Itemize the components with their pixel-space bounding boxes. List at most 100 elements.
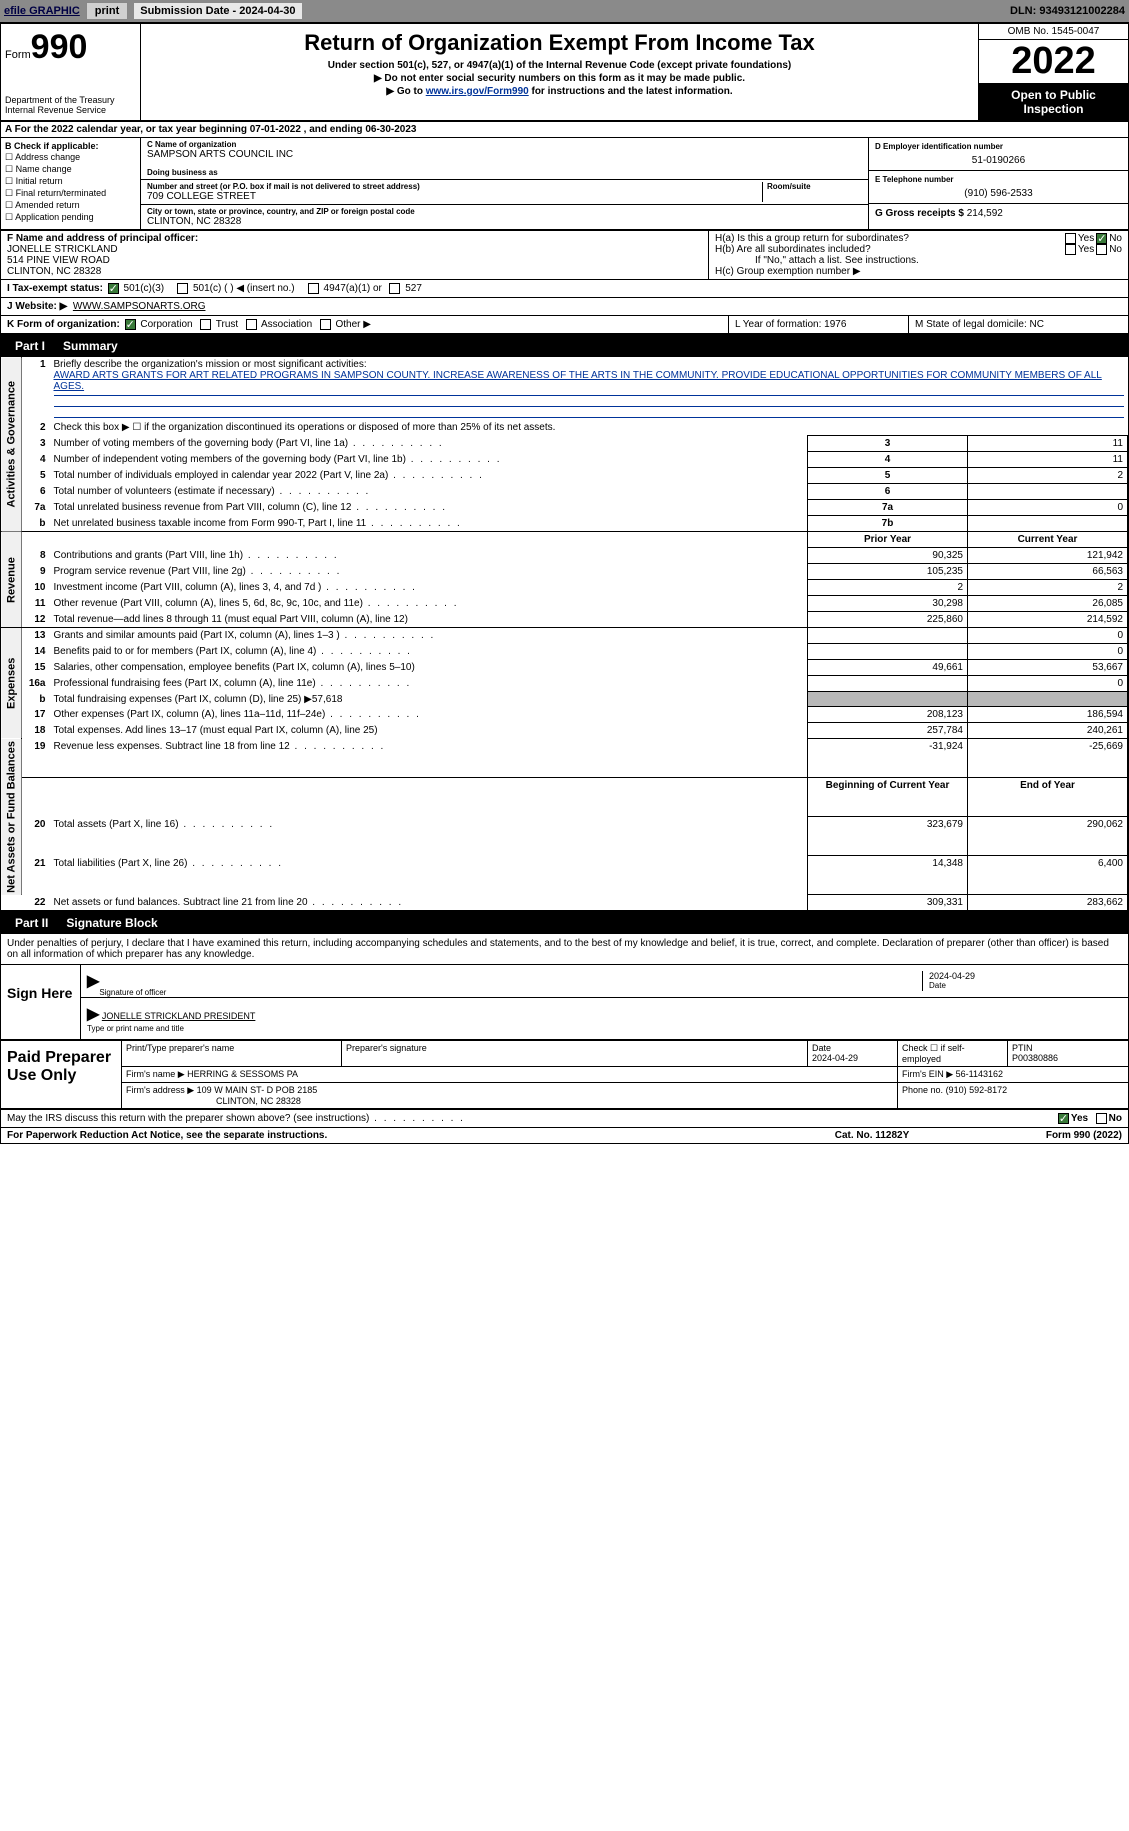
chk-501c3[interactable] bbox=[108, 283, 119, 294]
sign-here-label: Sign Here bbox=[1, 965, 81, 1039]
officer-addr2: CLINTON, NC 28328 bbox=[7, 266, 702, 277]
entity-grid: B Check if applicable: Address change Na… bbox=[1, 138, 1128, 231]
line17: Other expenses (Part IX, column (A), lin… bbox=[50, 707, 808, 723]
col-right: D Employer identification number 51-0190… bbox=[868, 138, 1128, 229]
col-h-group: H(a) Is this a group return for subordin… bbox=[708, 231, 1128, 279]
chk-501c[interactable] bbox=[177, 283, 188, 294]
street-address: 709 COLLEGE STREET bbox=[147, 191, 762, 202]
line14: Benefits paid to or for members (Part IX… bbox=[50, 644, 808, 660]
officer-addr1: 514 PINE VIEW ROAD bbox=[7, 255, 702, 266]
form-number: 990 bbox=[31, 28, 88, 66]
hb-note: If "No," attach a list. See instructions… bbox=[715, 255, 1122, 266]
l15p: 49,661 bbox=[808, 660, 968, 676]
line1-text: AWARD ARTS GRANTS FOR ART RELATED PROGRA… bbox=[54, 370, 1102, 392]
open-inspection: Open to Public Inspection bbox=[979, 84, 1128, 120]
discuss-yes-chk[interactable] bbox=[1058, 1113, 1069, 1124]
chk-trust[interactable] bbox=[200, 319, 211, 330]
prep-ptin: P00380886 bbox=[1012, 1053, 1058, 1063]
line2: Check this box ▶ ☐ if the organization d… bbox=[50, 420, 1128, 436]
line21: Total liabilities (Part X, line 26) bbox=[50, 856, 808, 895]
officer-name: JONELLE STRICKLAND bbox=[7, 244, 702, 255]
fg-row: F Name and address of principal officer:… bbox=[1, 231, 1128, 280]
form-title: Return of Organization Exempt From Incom… bbox=[149, 30, 970, 56]
chk-corp[interactable] bbox=[125, 319, 136, 330]
chk-4947[interactable] bbox=[308, 283, 319, 294]
l22c: 283,662 bbox=[968, 895, 1128, 912]
line7b-val bbox=[968, 516, 1128, 532]
side-revenue: Revenue bbox=[1, 532, 22, 628]
hb-yes[interactable] bbox=[1065, 244, 1076, 255]
l13p bbox=[808, 628, 968, 644]
k-corp: Corporation bbox=[140, 319, 192, 330]
ein-label2: Firm's EIN ▶ bbox=[902, 1069, 953, 1079]
cat-number: Cat. No. 11282Y bbox=[772, 1130, 972, 1141]
line8: Contributions and grants (Part VIII, lin… bbox=[50, 548, 808, 564]
line3: Number of voting members of the governin… bbox=[50, 436, 808, 452]
s1: 501(c)(3) bbox=[124, 283, 165, 294]
chk-amended-return[interactable]: Amended return bbox=[5, 200, 136, 211]
phone-label: E Telephone number bbox=[875, 175, 1122, 184]
addr-label: Number and street (or P.O. box if mail i… bbox=[147, 182, 762, 191]
line1-label: Briefly describe the organization's miss… bbox=[54, 359, 367, 370]
k-other: Other ▶ bbox=[335, 319, 370, 330]
k-row: K Form of organization: Corporation Trus… bbox=[1, 316, 1128, 335]
chk-address-change[interactable]: Address change bbox=[5, 152, 136, 163]
footer-row: For Paperwork Reduction Act Notice, see … bbox=[1, 1128, 1128, 1143]
print-button[interactable]: print bbox=[86, 2, 128, 20]
discuss-question: May the IRS discuss this return with the… bbox=[7, 1113, 1056, 1124]
dln-label: DLN: 93493121002284 bbox=[1010, 5, 1125, 17]
ha-no[interactable] bbox=[1096, 233, 1107, 244]
line6: Total number of volunteers (estimate if … bbox=[50, 484, 808, 500]
prep-h2: Preparer's signature bbox=[346, 1043, 427, 1053]
irs-link[interactable]: www.irs.gov/Form990 bbox=[426, 86, 529, 97]
k-assoc: Association bbox=[261, 319, 312, 330]
line18: Total expenses. Add lines 13–17 (must eq… bbox=[50, 723, 808, 739]
l12c: 214,592 bbox=[968, 612, 1128, 628]
submission-date: Submission Date - 2024-04-30 bbox=[134, 3, 301, 19]
l18p: 257,784 bbox=[808, 723, 968, 739]
firm-addr-label: Firm's address ▶ bbox=[126, 1085, 194, 1095]
chk-final-return[interactable]: Final return/terminated bbox=[5, 188, 136, 199]
city-label: City or town, state or province, country… bbox=[147, 207, 862, 216]
irs-label: Internal Revenue Service bbox=[5, 105, 136, 115]
part2-title: Signature Block bbox=[66, 916, 157, 930]
col-f-officer: F Name and address of principal officer:… bbox=[1, 231, 708, 279]
gross-receipts-value: 214,592 bbox=[967, 208, 1003, 219]
chk-527[interactable] bbox=[389, 283, 400, 294]
side-netassets: Net Assets or Fund Balances bbox=[1, 739, 22, 895]
preparer-block: Paid Preparer Use Only Print/Type prepar… bbox=[1, 1041, 1128, 1110]
part1-title: Summary bbox=[63, 339, 118, 353]
current-year-head: Current Year bbox=[968, 532, 1128, 548]
l16b-grey2 bbox=[968, 692, 1128, 707]
l19c: -25,669 bbox=[968, 739, 1128, 778]
form-page-label: Form 990 (2022) bbox=[972, 1130, 1122, 1141]
l21p: 14,348 bbox=[808, 856, 968, 895]
chk-assoc[interactable] bbox=[246, 319, 257, 330]
hb-no[interactable] bbox=[1096, 244, 1107, 255]
part2-num: Part II bbox=[7, 914, 56, 932]
prep-h1: Print/Type preparer's name bbox=[126, 1043, 234, 1053]
line3-val: 11 bbox=[968, 436, 1128, 452]
paperwork-notice: For Paperwork Reduction Act Notice, see … bbox=[7, 1130, 772, 1141]
line11: Other revenue (Part VIII, column (A), li… bbox=[50, 596, 808, 612]
firm-addr2: CLINTON, NC 28328 bbox=[216, 1096, 301, 1106]
form-word: Form bbox=[5, 49, 31, 61]
ha-yes[interactable] bbox=[1065, 233, 1076, 244]
header-left: Form990 Department of the Treasury Inter… bbox=[1, 24, 141, 120]
sign-block: Sign Here ▶ Signature of officer 2024-04… bbox=[1, 965, 1128, 1041]
prep-date: 2024-04-29 bbox=[812, 1053, 858, 1063]
s2: 501(c) ( ) ◀ (insert no.) bbox=[193, 283, 295, 294]
firm-addr1: 109 W MAIN ST- D POB 2185 bbox=[197, 1085, 318, 1095]
discuss-no-chk[interactable] bbox=[1096, 1113, 1107, 1124]
chk-other[interactable] bbox=[320, 319, 331, 330]
chk-application-pending[interactable]: Application pending bbox=[5, 212, 136, 223]
sign-date: 2024-04-29 bbox=[929, 971, 975, 981]
chk-initial-return[interactable]: Initial return bbox=[5, 176, 136, 187]
l21c: 6,400 bbox=[968, 856, 1128, 895]
efile-link[interactable]: efile GRAPHIC bbox=[4, 5, 80, 17]
line9: Program service revenue (Part VIII, line… bbox=[50, 564, 808, 580]
summary-table: Activities & Governance 1 Briefly descri… bbox=[1, 357, 1128, 912]
part2-header: Part II Signature Block bbox=[1, 912, 1128, 934]
firm-name: HERRING & SESSOMS PA bbox=[187, 1069, 298, 1079]
chk-name-change[interactable]: Name change bbox=[5, 164, 136, 175]
